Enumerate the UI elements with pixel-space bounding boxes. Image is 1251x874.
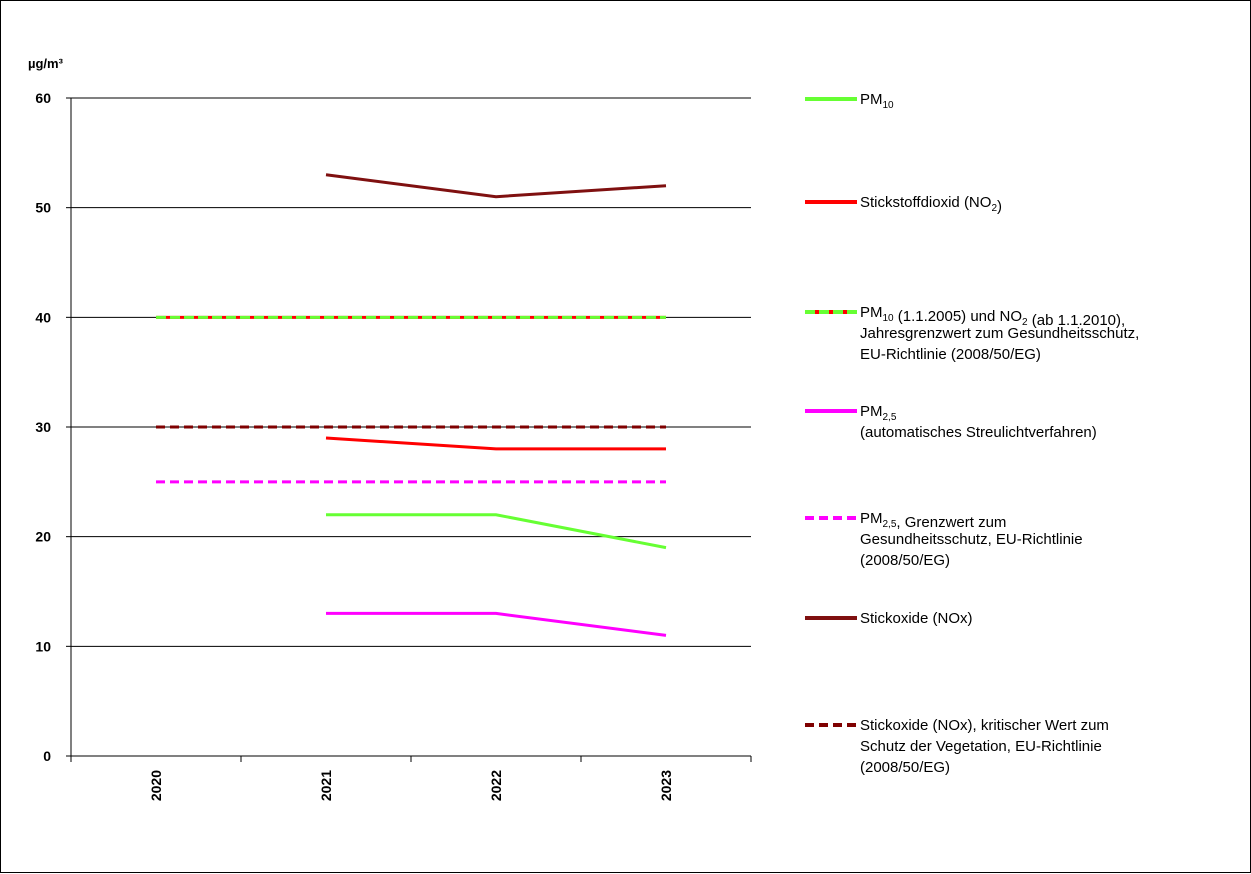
series-line-nox xyxy=(325,173,667,199)
y-tick-label: 0 xyxy=(43,748,51,764)
legend-item-nox: Stickoxide (NOx) xyxy=(805,610,973,627)
y-axis-ticks: 0 10 20 30 40 50 60 xyxy=(35,90,71,764)
legend-label: (automatisches Streulichtverfahren) xyxy=(860,424,1097,441)
x-tick-label: 2020 xyxy=(148,770,164,801)
gridlines xyxy=(71,97,751,647)
y-tick-label: 30 xyxy=(35,419,51,435)
x-tick-label: 2023 xyxy=(658,770,674,801)
legend-item-no2: Stickstoffdioxid (NO2) xyxy=(805,194,1002,215)
y-axis-unit-label: µg/m³ xyxy=(28,56,64,71)
legend-label: Gesundheitsschutz, EU-Richtlinie xyxy=(860,531,1083,548)
series-line-no2 xyxy=(325,436,666,451)
legend-label: PM2,5 xyxy=(860,403,897,423)
series-lines xyxy=(156,173,667,637)
series-line-pm10 xyxy=(326,513,667,550)
legend-item-pm25: PM2,5(automatisches Streulichtverfahren) xyxy=(805,403,1097,441)
y-tick-label: 60 xyxy=(35,90,51,106)
legend-label: Stickstoffdioxid (NO2) xyxy=(860,194,1002,215)
legend-label: Jahresgrenzwert zum Gesundheitsschutz, xyxy=(860,325,1139,342)
x-tick-label: 2021 xyxy=(318,770,334,801)
series-line-pm25 xyxy=(326,611,667,637)
y-tick-label: 10 xyxy=(35,638,51,654)
legend-label: EU-Richtlinie (2008/50/EG) xyxy=(860,346,1041,363)
y-tick-label: 40 xyxy=(35,309,51,325)
legend-label: (2008/50/EG) xyxy=(860,759,950,776)
legend-label: Schutz der Vegetation, EU-Richtlinie xyxy=(860,738,1102,755)
x-tick-label: 2022 xyxy=(488,770,504,801)
legend-label: PM10 (1.1.2005) und NO2 (ab 1.1.2010), xyxy=(860,304,1125,329)
legend-label: Stickoxide (NOx), kritischer Wert zum xyxy=(860,717,1109,734)
legend-item-limit30: Stickoxide (NOx), kritischer Wert zum Sch… xyxy=(805,717,1109,776)
legend-label: PM10 xyxy=(860,91,894,111)
legend: PM10 Stickstoffdioxid (NO2) PM10 (1.1.2005… xyxy=(805,91,1139,776)
legend-item-limit40: PM10 (1.1.2005) und NO2 (ab 1.1.2010),Ja… xyxy=(805,304,1139,363)
x-axis-ticks: 2020 2021 2022 2023 xyxy=(70,756,752,801)
legend-label: Stickoxide (NOx) xyxy=(860,610,973,627)
y-tick-label: 50 xyxy=(35,200,51,216)
legend-label: (2008/50/EG) xyxy=(860,552,950,569)
legend-item-pm10: PM10 xyxy=(805,91,894,111)
y-tick-label: 20 xyxy=(35,529,51,545)
legend-label: PM2,5, Grenzwert zum xyxy=(860,510,1006,531)
